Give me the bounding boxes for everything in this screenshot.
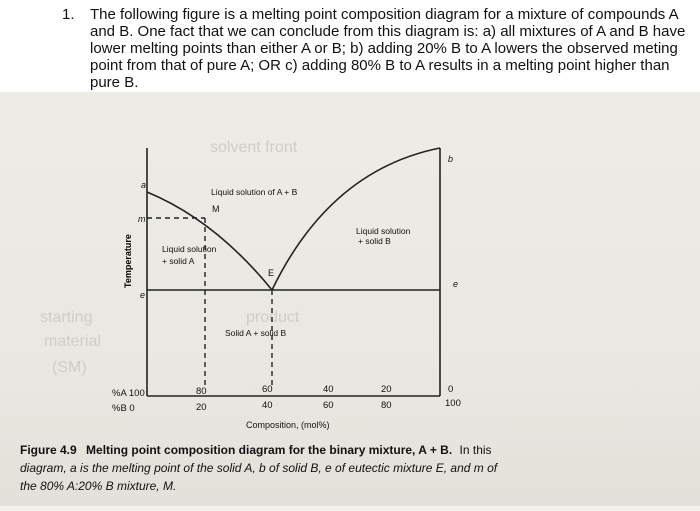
label-E: E — [268, 268, 274, 278]
faint-text-material: material — [44, 333, 101, 350]
caption-label: Figure 4.9 — [20, 443, 77, 457]
faint-text-sm: (SM) — [52, 359, 87, 376]
question-block: 1. The following figure is a melting poi… — [0, 0, 700, 92]
region-liquid-solid-a-1: Liquid solution — [162, 244, 217, 254]
liquidus-curve-left — [146, 191, 273, 291]
textbook-photo: solvent front starting material (SM) pro… — [0, 92, 700, 506]
tick-b-80: 80 — [381, 400, 392, 411]
caption-line-2: diagram, a is the melting point of the s… — [20, 461, 499, 475]
caption-title: Melting point composition diagram for th… — [86, 443, 452, 457]
region-solid-a-b: Solid A + solid B — [225, 328, 287, 338]
liquidus-curve-right — [271, 147, 441, 291]
tick-a-40: 40 — [323, 384, 334, 395]
region-liquid-solid-a-2: + solid A — [162, 256, 195, 266]
caption-line-3: the 80% A:20% B mixture, M. — [20, 479, 176, 493]
row-b-label: %B 0 — [112, 403, 135, 414]
tick-a-80: 80 — [196, 386, 207, 397]
caption-line-1-rest: In this — [460, 443, 492, 457]
tick-a-0: 0 — [448, 384, 453, 395]
tick-b-40: 40 — [262, 400, 273, 411]
x-axis-label: Composition, (mol%) — [246, 420, 330, 430]
tick-b-60: 60 — [323, 400, 334, 411]
question-number: 1. — [62, 6, 75, 23]
label-m: m — [138, 214, 146, 224]
faint-text-product: product — [246, 309, 300, 326]
question-text: The following figure is a melting point … — [90, 6, 686, 91]
row-a-label: %A 100 — [112, 388, 145, 399]
tick-a-60: 60 — [262, 384, 273, 395]
label-a: a — [141, 180, 146, 190]
phase-diagram: solvent front starting material (SM) pro… — [20, 139, 499, 493]
tick-a-20: 20 — [381, 384, 392, 395]
label-b: b — [448, 154, 453, 164]
region-liquid-solid-b-2: + solid B — [358, 236, 391, 246]
faint-text-starting: starting — [40, 309, 92, 326]
label-M: M — [212, 204, 220, 214]
tick-b-20: 20 — [196, 402, 207, 413]
faint-text-solvent-front: solvent front — [210, 139, 298, 156]
y-axis-label: Temperature — [123, 234, 133, 288]
region-liquid-solid-b-1: Liquid solution — [356, 226, 411, 236]
label-e-left: e — [140, 290, 145, 300]
label-e: e — [453, 279, 458, 289]
caption-line-1: Figure 4.9 Melting point composition dia… — [20, 443, 492, 457]
region-liquid: Liquid solution of A + B — [211, 187, 298, 197]
tick-b-100: 100 — [445, 398, 461, 409]
